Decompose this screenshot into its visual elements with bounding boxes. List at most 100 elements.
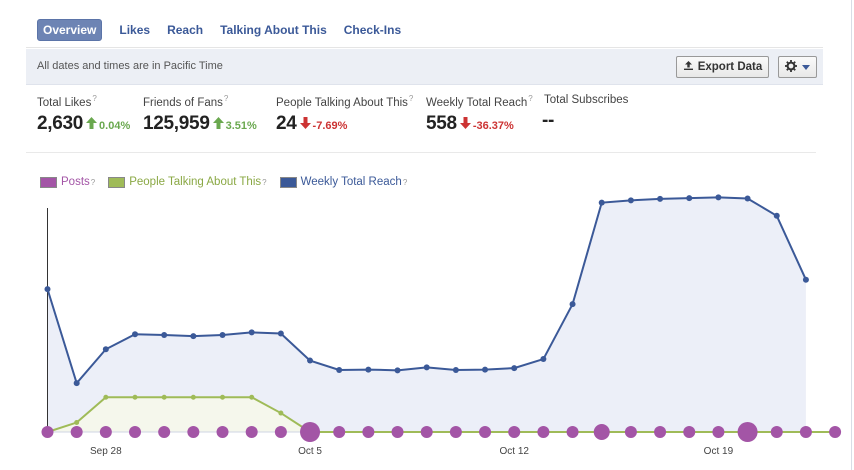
help-icon[interactable]: ?: [223, 94, 229, 103]
reach-point: [657, 195, 664, 202]
tab-talking-about-this[interactable]: Talking About This: [220, 23, 327, 37]
reach-point: [627, 197, 634, 204]
reach-area: [47, 197, 806, 432]
tab-reach[interactable]: Reach: [167, 23, 204, 37]
reach-point: [569, 301, 576, 308]
post-marker: [216, 426, 229, 438]
arrow-down-icon: [299, 116, 311, 129]
info-bar: All dates and times are in Pacific Time …: [26, 49, 823, 85]
stat-trend: -36.37%: [472, 119, 514, 132]
reach-point: [394, 367, 401, 374]
help-icon[interactable]: ?: [90, 177, 96, 187]
reach-point: [132, 331, 139, 338]
reach-point: [744, 195, 751, 202]
arrow-down-icon: [459, 116, 471, 129]
post-marker: [654, 426, 667, 438]
post-marker: [829, 426, 842, 438]
post-marker: [187, 426, 200, 438]
post-marker: [593, 424, 610, 440]
legend-label: People Talking About This: [129, 176, 262, 188]
post-marker: [449, 426, 462, 438]
export-data-button[interactable]: Export Data: [676, 56, 769, 78]
tab-likes[interactable]: Likes: [119, 23, 151, 37]
help-icon[interactable]: ?: [262, 177, 267, 187]
tab-check-ins[interactable]: Check-Ins: [343, 23, 402, 37]
stat-friends-of-fans: Friends of Fans? 125,959 3.51%: [143, 94, 257, 135]
legend-swatch: [279, 176, 297, 188]
settings-menu-button[interactable]: [778, 56, 817, 78]
stat-total-likes: Total Likes? 2,630 0.04%: [37, 94, 130, 135]
post-marker: [300, 422, 321, 442]
talking-point: [278, 410, 284, 416]
post-marker: [129, 426, 142, 438]
stat-value: 558: [426, 112, 457, 134]
stat-label: Friends of Fans: [143, 96, 223, 109]
post-marker: [99, 426, 112, 438]
legend-label: Weekly Total Reach: [300, 176, 402, 188]
arrow-up-icon: [86, 116, 98, 129]
talking-point: [74, 420, 80, 426]
stat-trend: 3.51%: [225, 119, 257, 132]
help-icon[interactable]: ?: [528, 94, 533, 103]
post-marker: [479, 426, 492, 438]
talking-point: [103, 394, 109, 400]
reach-point: [482, 366, 489, 373]
x-tick-label: Sep 28: [90, 446, 122, 457]
reach-point: [336, 366, 343, 373]
stat-label: People Talking About This: [276, 96, 408, 109]
stat-value: --: [542, 110, 555, 131]
upload-icon: [683, 60, 694, 74]
x-tick-label: Oct 5: [298, 446, 322, 457]
reach-point: [161, 331, 168, 338]
talking-point: [190, 394, 196, 400]
post-marker: [333, 426, 346, 438]
legend-swatch: [108, 176, 126, 188]
talking-point: [132, 394, 138, 400]
stat-value: 125,959: [143, 112, 210, 134]
reach-point: [102, 346, 109, 353]
post-marker: [566, 426, 579, 438]
stat-value: 2,630: [37, 112, 84, 134]
legend-label: Posts: [61, 176, 90, 188]
help-icon[interactable]: ?: [402, 177, 408, 187]
post-marker: [274, 426, 287, 438]
post-marker: [245, 426, 258, 438]
stat-value: 24: [276, 112, 297, 134]
reach-point: [773, 212, 780, 219]
post-marker: [391, 426, 404, 438]
talking-point: [249, 394, 255, 400]
reach-point: [44, 286, 51, 293]
post-marker: [537, 426, 550, 438]
stat-label: Total Subscribes: [544, 94, 629, 106]
post-marker: [770, 426, 783, 438]
legend-item-reach[interactable]: Weekly Total Reach?: [279, 176, 408, 188]
reach-point: [277, 330, 284, 337]
post-marker: [420, 426, 433, 438]
reach-point: [540, 356, 547, 363]
legend-swatch: [40, 176, 57, 188]
reach-point: [219, 331, 226, 338]
reach-point: [715, 194, 722, 201]
stat-trend: 0.04%: [99, 119, 131, 132]
x-tick-label: Oct 19: [704, 446, 734, 457]
x-tick-label: Oct 12: [499, 446, 529, 457]
chevron-down-icon: [802, 64, 810, 70]
export-data-label: Export Data: [697, 61, 763, 73]
reach-point: [511, 365, 518, 372]
stat-total-subscribes: Total Subscribes --: [542, 94, 629, 132]
tab-overview[interactable]: Overview: [37, 19, 103, 41]
tabs-divider: [26, 47, 823, 48]
gear-icon: [785, 59, 797, 75]
help-icon[interactable]: ?: [92, 94, 97, 103]
reach-point: [190, 333, 197, 340]
legend-item-posts[interactable]: Posts?: [40, 176, 95, 188]
help-icon[interactable]: ?: [408, 94, 414, 103]
stat-weekly-total-reach: Weekly Total Reach? 558 -36.37%: [426, 94, 533, 135]
stat-label: Total Likes: [37, 96, 92, 109]
post-marker: [799, 426, 812, 438]
stat-label: Weekly Total Reach: [426, 96, 528, 109]
legend-item-talking[interactable]: People Talking About This?: [108, 176, 267, 188]
reach-point: [423, 364, 430, 371]
arrow-up-icon: [212, 116, 224, 129]
